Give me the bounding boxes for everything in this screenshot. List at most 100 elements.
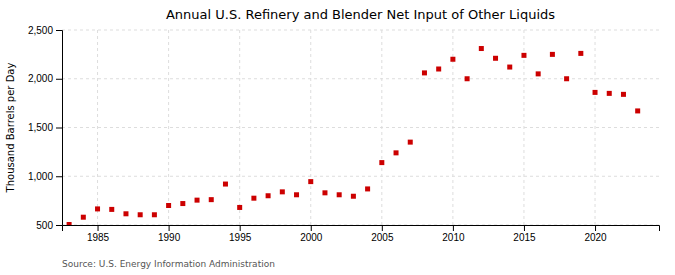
point xyxy=(621,92,626,97)
tick-mark xyxy=(595,225,596,231)
point xyxy=(507,65,512,70)
point xyxy=(479,46,484,51)
tick-mark xyxy=(453,225,454,231)
point xyxy=(493,56,498,61)
point xyxy=(294,192,299,197)
tick-mark xyxy=(524,225,525,231)
grid-line xyxy=(523,30,524,225)
point xyxy=(436,67,441,72)
tick-label: 1985 xyxy=(87,232,110,243)
grid-line xyxy=(62,30,659,31)
point xyxy=(152,212,157,217)
point xyxy=(450,57,455,62)
grid-line xyxy=(381,30,382,225)
point xyxy=(166,203,171,208)
point xyxy=(550,52,555,57)
y-axis: 500 1,000 1,500 2,000 2,500 xyxy=(28,25,63,231)
point xyxy=(109,207,114,212)
y-axis-title: Thousand Barrels per Day xyxy=(5,63,16,194)
tick-label: 2015 xyxy=(513,232,536,243)
grid xyxy=(62,30,659,225)
tick: 2000 xyxy=(300,225,323,243)
point xyxy=(422,70,427,75)
tick-mark xyxy=(382,225,383,231)
grid-line xyxy=(595,30,596,225)
point xyxy=(123,211,128,216)
tick: 500 xyxy=(36,220,62,231)
point xyxy=(308,179,313,184)
point xyxy=(394,150,399,155)
tick-label: 2,500 xyxy=(28,25,53,36)
tick: 2010 xyxy=(442,225,465,243)
point xyxy=(536,71,541,76)
point xyxy=(564,76,569,81)
point xyxy=(408,140,413,145)
tick-label: 2,000 xyxy=(28,73,53,84)
tick: 2005 xyxy=(371,225,394,243)
grid-line xyxy=(62,176,659,177)
points xyxy=(67,46,641,225)
grid-line xyxy=(62,78,659,79)
tick-label: 2000 xyxy=(300,232,323,243)
tick-mark xyxy=(56,176,62,177)
point xyxy=(322,190,327,195)
point xyxy=(237,205,242,210)
x-axis: 1985 1990 1995 2000 2005 2010 2015 2020 xyxy=(63,225,660,243)
point xyxy=(95,206,100,211)
point xyxy=(465,76,470,81)
point xyxy=(209,197,214,202)
grid-line xyxy=(239,30,240,225)
tick-label: 2020 xyxy=(584,232,607,243)
tick: 2020 xyxy=(584,225,607,243)
title: Annual U.S. Refinery and Blender Net Inp… xyxy=(166,7,555,22)
tick-label: 500 xyxy=(36,220,53,231)
point xyxy=(67,222,72,225)
point xyxy=(280,189,285,194)
tick: 1995 xyxy=(229,225,252,243)
tick: 1,500 xyxy=(28,122,62,133)
tick-label: 1990 xyxy=(158,232,181,243)
tick-mark xyxy=(98,225,99,231)
point xyxy=(81,215,86,220)
tick-mark xyxy=(56,30,62,31)
point xyxy=(195,198,200,203)
point xyxy=(635,108,640,113)
grid-line xyxy=(97,30,98,225)
tick: 2,500 xyxy=(28,25,62,36)
tick-mark xyxy=(240,225,241,231)
chart: 1985 1990 1995 2000 2005 2010 2015 2020 500 1,000… xyxy=(0,0,675,275)
point xyxy=(607,91,612,96)
tick: 2,000 xyxy=(28,73,62,84)
tick-mark xyxy=(169,225,170,231)
tick: 1990 xyxy=(158,225,181,243)
grid-line xyxy=(168,30,169,225)
tick-mark xyxy=(311,225,312,231)
grid-line xyxy=(310,30,311,225)
grid-line xyxy=(62,127,659,128)
tick-label: 1995 xyxy=(229,232,252,243)
tick-label: 2010 xyxy=(442,232,465,243)
tick: 1985 xyxy=(87,225,110,243)
point xyxy=(251,196,256,201)
point xyxy=(223,182,228,187)
tick-mark xyxy=(56,225,62,226)
axis-line xyxy=(63,226,660,232)
point xyxy=(365,186,370,191)
point xyxy=(593,90,598,95)
source: Source: U.S. Energy Information Administ… xyxy=(62,259,275,269)
tick-label: 1,500 xyxy=(28,122,53,133)
point xyxy=(337,192,342,197)
point xyxy=(138,212,143,217)
point xyxy=(266,193,271,198)
point xyxy=(578,51,583,56)
point xyxy=(351,194,356,199)
tick-mark xyxy=(56,79,62,80)
tick: 1,000 xyxy=(28,171,62,182)
point xyxy=(521,53,526,58)
tick: 2015 xyxy=(513,225,536,243)
tick-mark xyxy=(56,128,62,129)
tick-label: 2005 xyxy=(371,232,394,243)
point xyxy=(180,201,185,206)
plot: 1985 1990 1995 2000 2005 2010 2015 2020 500 1,000… xyxy=(28,25,660,243)
axis-line xyxy=(56,31,63,226)
